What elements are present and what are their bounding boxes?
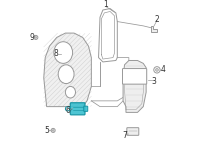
Text: 7: 7 [122,131,127,140]
Circle shape [154,67,160,73]
FancyBboxPatch shape [70,103,85,115]
Ellipse shape [65,86,75,98]
Text: 5: 5 [44,126,49,135]
Text: 2: 2 [155,15,159,24]
FancyBboxPatch shape [84,106,88,111]
Circle shape [34,35,38,39]
Ellipse shape [54,42,73,63]
Ellipse shape [58,65,74,83]
FancyBboxPatch shape [122,69,147,84]
Polygon shape [123,60,146,112]
Text: 1: 1 [103,0,108,9]
Circle shape [51,128,55,132]
Circle shape [52,130,54,131]
Text: 3: 3 [152,77,157,86]
FancyBboxPatch shape [127,128,139,135]
Circle shape [35,37,37,38]
Text: 8: 8 [54,50,58,59]
Text: 9: 9 [29,33,34,42]
Polygon shape [44,33,91,107]
Circle shape [156,68,158,71]
Text: 4: 4 [160,65,165,74]
Circle shape [65,107,70,111]
Polygon shape [99,9,117,62]
Text: 6: 6 [66,106,71,115]
Polygon shape [151,26,157,32]
